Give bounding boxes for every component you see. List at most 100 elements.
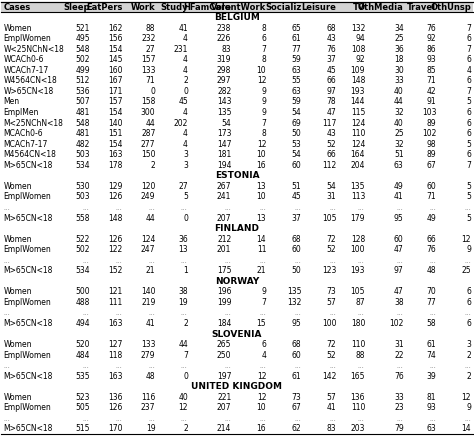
Text: 65: 65	[292, 24, 301, 33]
Text: 156: 156	[109, 34, 123, 43]
Text: 0: 0	[183, 372, 188, 381]
Text: 133: 133	[141, 66, 155, 75]
Text: 522: 522	[75, 235, 90, 244]
Text: Men: Men	[4, 98, 20, 106]
Text: 36: 36	[394, 45, 404, 54]
Text: 74: 74	[427, 351, 436, 360]
Text: 126: 126	[109, 235, 123, 244]
Bar	[1, 12, 473, 23]
Text: 48: 48	[427, 266, 436, 275]
Text: 21: 21	[257, 266, 266, 275]
Text: 13: 13	[178, 245, 188, 254]
Text: 12: 12	[462, 235, 471, 244]
Text: 502: 502	[75, 55, 90, 64]
Text: 163: 163	[109, 150, 123, 159]
Text: 503: 503	[75, 150, 90, 159]
Text: 110: 110	[351, 403, 365, 412]
Text: 5: 5	[466, 182, 471, 191]
Text: ...: ...	[4, 203, 11, 212]
Text: W4564CN<18: W4564CN<18	[4, 76, 57, 85]
Text: EatPers: EatPers	[87, 3, 123, 12]
Text: 52: 52	[327, 351, 336, 360]
Text: 44: 44	[394, 98, 404, 106]
Text: 482: 482	[75, 140, 90, 149]
Text: 59: 59	[292, 55, 301, 64]
Text: ...: ...	[464, 255, 471, 265]
Text: 51: 51	[394, 150, 404, 159]
Text: 43: 43	[327, 34, 336, 43]
Text: 135: 135	[217, 108, 231, 117]
Text: 86: 86	[427, 45, 436, 54]
Text: Study: Study	[160, 3, 188, 12]
Text: 140: 140	[141, 287, 155, 296]
Text: 4: 4	[183, 140, 188, 149]
Text: 6: 6	[262, 340, 266, 349]
Text: 7: 7	[262, 45, 266, 54]
Text: 12: 12	[257, 372, 266, 381]
Text: 6: 6	[466, 34, 471, 43]
Text: 2: 2	[466, 351, 471, 360]
Text: 196: 196	[217, 287, 231, 296]
Text: 319: 319	[217, 55, 231, 64]
Text: ...: ...	[464, 361, 471, 370]
Bar	[1, 170, 473, 181]
Text: 7: 7	[466, 24, 471, 33]
Text: 4: 4	[466, 66, 471, 75]
Text: 71: 71	[427, 192, 436, 201]
Bar	[1, 329, 473, 339]
Bar	[1, 286, 473, 297]
Text: ...: ...	[397, 203, 404, 212]
Text: 50: 50	[292, 266, 301, 275]
Text: 41: 41	[394, 192, 404, 201]
Text: 8: 8	[262, 24, 266, 33]
Text: 249: 249	[141, 192, 155, 201]
Text: 61: 61	[292, 34, 301, 43]
Text: 89: 89	[427, 150, 436, 159]
Text: 132: 132	[287, 298, 301, 307]
Text: Socializ: Socializ	[265, 3, 301, 12]
Text: 6: 6	[466, 150, 471, 159]
Text: ...: ...	[224, 414, 231, 423]
Text: ...: ...	[429, 414, 436, 423]
Text: 5: 5	[466, 214, 471, 222]
Text: 92: 92	[356, 55, 365, 64]
Text: ...: ...	[224, 203, 231, 212]
Text: 79: 79	[394, 424, 404, 433]
Text: BELGIUM: BELGIUM	[214, 13, 260, 22]
Text: 72: 72	[327, 235, 336, 244]
Bar	[1, 44, 473, 54]
Text: 241: 241	[217, 192, 231, 201]
Text: 503: 503	[75, 192, 90, 201]
Text: OthUnsp: OthUnsp	[430, 3, 471, 12]
Text: ...: ...	[116, 203, 123, 212]
Text: 51: 51	[292, 182, 301, 191]
Text: 150: 150	[141, 150, 155, 159]
Text: 19: 19	[146, 424, 155, 433]
Text: 297: 297	[217, 76, 231, 85]
Text: 12: 12	[257, 76, 266, 85]
Text: 10: 10	[257, 66, 266, 75]
Text: 226: 226	[217, 34, 231, 43]
Text: 95: 95	[394, 214, 404, 222]
Text: 6: 6	[466, 76, 471, 85]
Text: 129: 129	[109, 182, 123, 191]
Text: W>65CN<18: W>65CN<18	[4, 87, 54, 96]
Text: 60: 60	[427, 182, 436, 191]
Text: 142: 142	[322, 372, 336, 381]
Text: ...: ...	[82, 414, 90, 423]
Text: 59: 59	[292, 98, 301, 106]
Text: 282: 282	[217, 87, 231, 96]
Text: 110: 110	[351, 340, 365, 349]
Text: 158: 158	[141, 98, 155, 106]
Text: 4: 4	[262, 351, 266, 360]
Text: 558: 558	[75, 214, 90, 222]
Text: Women: Women	[4, 287, 32, 296]
Text: 3: 3	[183, 161, 188, 170]
Text: 267: 267	[217, 182, 231, 191]
Text: 10: 10	[257, 150, 266, 159]
Text: 11: 11	[257, 245, 266, 254]
Text: 68: 68	[327, 24, 336, 33]
Text: 214: 214	[217, 424, 231, 433]
Text: 170: 170	[109, 424, 123, 433]
Bar	[1, 402, 473, 413]
